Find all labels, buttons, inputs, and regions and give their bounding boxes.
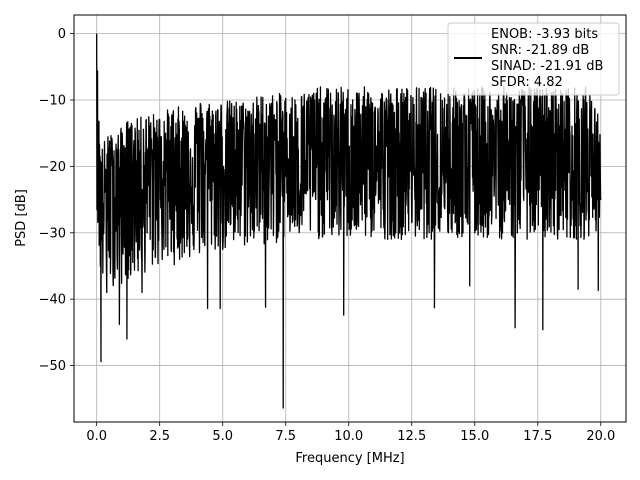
x-tick-label: 17.5 bbox=[523, 429, 552, 444]
x-axis-label: Frequency [MHz] bbox=[295, 451, 404, 466]
x-tick-label: 20.0 bbox=[586, 429, 615, 444]
legend-sfdr: SFDR: 4.82 bbox=[491, 75, 563, 90]
y-tick-label: 0 bbox=[58, 27, 66, 42]
y-tick-label: −10 bbox=[39, 93, 66, 108]
y-tick-label: −50 bbox=[39, 359, 66, 374]
x-tick-label: 12.5 bbox=[397, 429, 426, 444]
legend-box bbox=[447, 22, 620, 96]
psd-line bbox=[96, 33, 602, 409]
y-tick-label: −30 bbox=[39, 226, 66, 241]
plot-frame bbox=[73, 14, 627, 423]
legend-enob: ENOB: -3.93 bits bbox=[491, 27, 598, 42]
axis-ticks: 0.0 2.5 5.0 7.5 10.0 12.5 15.0 17.5 20.0 0 −10 −20 −… bbox=[39, 27, 616, 444]
legend-snr: SNR: -21.89 dB bbox=[491, 43, 589, 58]
y-axis-label: PSD [dB] bbox=[14, 189, 29, 247]
x-tick-label: 0.0 bbox=[86, 429, 107, 444]
y-tick-label: −20 bbox=[39, 160, 66, 175]
psd-series bbox=[96, 33, 602, 409]
x-tick-label: 10.0 bbox=[334, 429, 363, 444]
x-tick-label: 7.5 bbox=[275, 429, 296, 444]
legend: ENOB: -3.93 bits SNR: -21.89 dB SINAD: -… bbox=[447, 22, 620, 96]
x-tick-label: 15.0 bbox=[460, 429, 489, 444]
y-tick-label: −40 bbox=[39, 293, 66, 308]
x-tick-label: 2.5 bbox=[149, 429, 170, 444]
x-tick-label: 5.0 bbox=[212, 429, 233, 444]
legend-sinad: SINAD: -21.91 dB bbox=[491, 59, 603, 74]
